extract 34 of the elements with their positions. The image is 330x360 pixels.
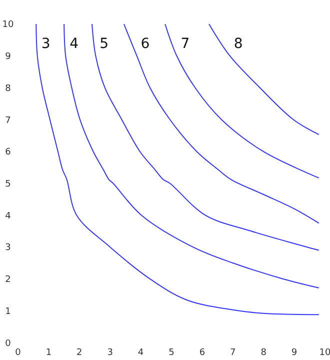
- x-tick-label: 1: [46, 348, 52, 358]
- x-tick-label: 0: [15, 348, 22, 358]
- series-label: 5: [100, 36, 109, 52]
- y-tick-label: 5: [5, 180, 11, 190]
- y-tick-label: 3: [5, 243, 11, 254]
- line-series: [164, 24, 320, 178]
- y-tick-label: 1: [5, 306, 11, 317]
- y-tick-label: 6: [5, 148, 12, 158]
- y-tick-label: 0: [5, 338, 12, 349]
- x-tick-label: 6: [199, 348, 206, 358]
- x-tick-label: 7: [230, 348, 236, 358]
- series-label: 4: [70, 36, 79, 52]
- line-series: [36, 24, 320, 316]
- series-label: 8: [234, 36, 243, 52]
- x-tick-label: 9: [291, 348, 298, 358]
- x-tick-label: 8: [260, 348, 267, 358]
- series-label: 6: [140, 36, 150, 52]
- y-tick-label: 7: [5, 116, 11, 126]
- line-series: [123, 24, 320, 224]
- y-tick-label: 10: [2, 20, 14, 30]
- x-tick-label: 4: [138, 348, 144, 358]
- x-tick-label: 2: [76, 348, 82, 358]
- y-tick-label: 4: [5, 211, 12, 222]
- x-tick-label: 3: [107, 348, 113, 358]
- y-tick-label: 9: [5, 52, 12, 62]
- line-series: [91, 24, 320, 251]
- x-tick-label: 10: [319, 348, 330, 358]
- y-tick-label: 8: [5, 84, 12, 94]
- x-tick-label: 5: [168, 348, 174, 358]
- series-label: 7: [180, 36, 190, 52]
- line-series: [64, 24, 320, 288]
- line-series: [208, 24, 320, 136]
- series-label: 3: [41, 36, 50, 52]
- y-tick-label: 2: [5, 275, 11, 286]
